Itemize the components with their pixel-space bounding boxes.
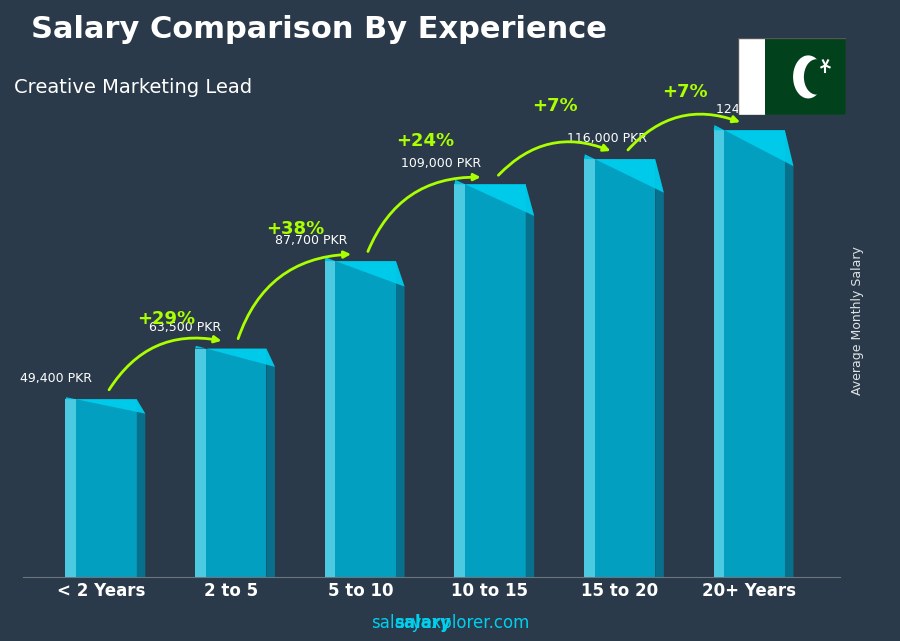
Circle shape — [804, 59, 829, 95]
Polygon shape — [66, 397, 145, 413]
Bar — [195, 349, 266, 578]
Text: +29%: +29% — [137, 310, 195, 328]
Polygon shape — [526, 185, 535, 578]
Bar — [584, 159, 655, 578]
Polygon shape — [66, 399, 77, 578]
Text: 87,700 PKR: 87,700 PKR — [274, 234, 347, 247]
Text: +24%: +24% — [396, 132, 454, 150]
Polygon shape — [785, 130, 794, 578]
Polygon shape — [396, 262, 405, 578]
Bar — [454, 185, 526, 578]
Text: Salary Comparison By Experience: Salary Comparison By Experience — [32, 15, 608, 44]
Polygon shape — [584, 154, 664, 193]
Text: salaryexplorer.com: salaryexplorer.com — [371, 614, 529, 632]
Text: +7%: +7% — [662, 83, 707, 101]
Polygon shape — [325, 258, 405, 287]
Text: +7%: +7% — [532, 97, 578, 115]
Polygon shape — [266, 349, 274, 578]
Polygon shape — [325, 262, 336, 578]
Text: 116,000 PKR: 116,000 PKR — [567, 132, 647, 145]
Wedge shape — [793, 55, 822, 99]
Polygon shape — [714, 130, 724, 578]
Text: +38%: +38% — [266, 221, 325, 238]
Text: 124,000 PKR: 124,000 PKR — [716, 103, 796, 116]
Bar — [325, 262, 396, 578]
Polygon shape — [195, 345, 274, 367]
Text: salary: salary — [393, 614, 451, 632]
Bar — [66, 399, 137, 578]
Bar — [765, 38, 846, 115]
Polygon shape — [714, 125, 794, 166]
Polygon shape — [584, 159, 595, 578]
Text: 49,400 PKR: 49,400 PKR — [20, 372, 92, 385]
Polygon shape — [454, 185, 465, 578]
Text: 63,500 PKR: 63,500 PKR — [149, 321, 221, 334]
Polygon shape — [454, 179, 535, 216]
Text: Creative Marketing Lead: Creative Marketing Lead — [14, 78, 252, 97]
Polygon shape — [655, 159, 664, 578]
Bar — [738, 38, 765, 115]
Text: 109,000 PKR: 109,000 PKR — [400, 157, 481, 170]
Bar — [714, 130, 785, 578]
Text: Average Monthly Salary: Average Monthly Salary — [851, 246, 864, 395]
Polygon shape — [195, 349, 206, 578]
Polygon shape — [137, 399, 145, 578]
